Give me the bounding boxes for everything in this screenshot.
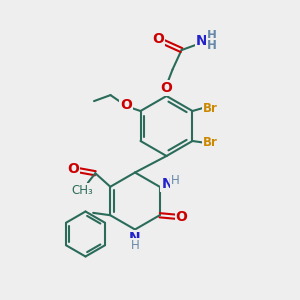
Text: H: H: [207, 28, 217, 42]
Text: H: H: [130, 238, 140, 252]
Text: O: O: [152, 32, 164, 46]
Text: O: O: [121, 98, 132, 112]
Text: O: O: [68, 162, 80, 176]
Text: Br: Br: [203, 101, 218, 115]
Text: N: N: [196, 34, 207, 47]
Text: Br: Br: [203, 136, 218, 149]
Text: H: H: [207, 39, 217, 52]
Text: H: H: [171, 174, 180, 187]
Text: CH₃: CH₃: [71, 184, 93, 197]
Text: N: N: [129, 231, 141, 245]
Text: O: O: [176, 210, 188, 224]
Text: O: O: [160, 81, 172, 95]
Text: N: N: [161, 177, 173, 191]
